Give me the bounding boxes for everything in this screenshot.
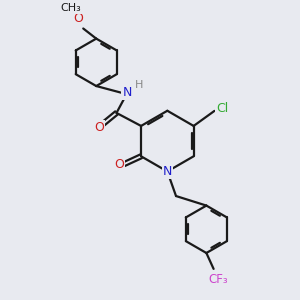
Text: CF₃: CF₃ [208, 273, 228, 286]
Text: CH₃: CH₃ [61, 3, 82, 13]
Text: H: H [135, 80, 143, 90]
Text: O: O [94, 121, 104, 134]
Text: O: O [73, 12, 83, 25]
Text: O: O [114, 158, 124, 172]
Text: N: N [163, 165, 172, 178]
Text: N: N [122, 86, 132, 100]
Text: Cl: Cl [216, 101, 229, 115]
